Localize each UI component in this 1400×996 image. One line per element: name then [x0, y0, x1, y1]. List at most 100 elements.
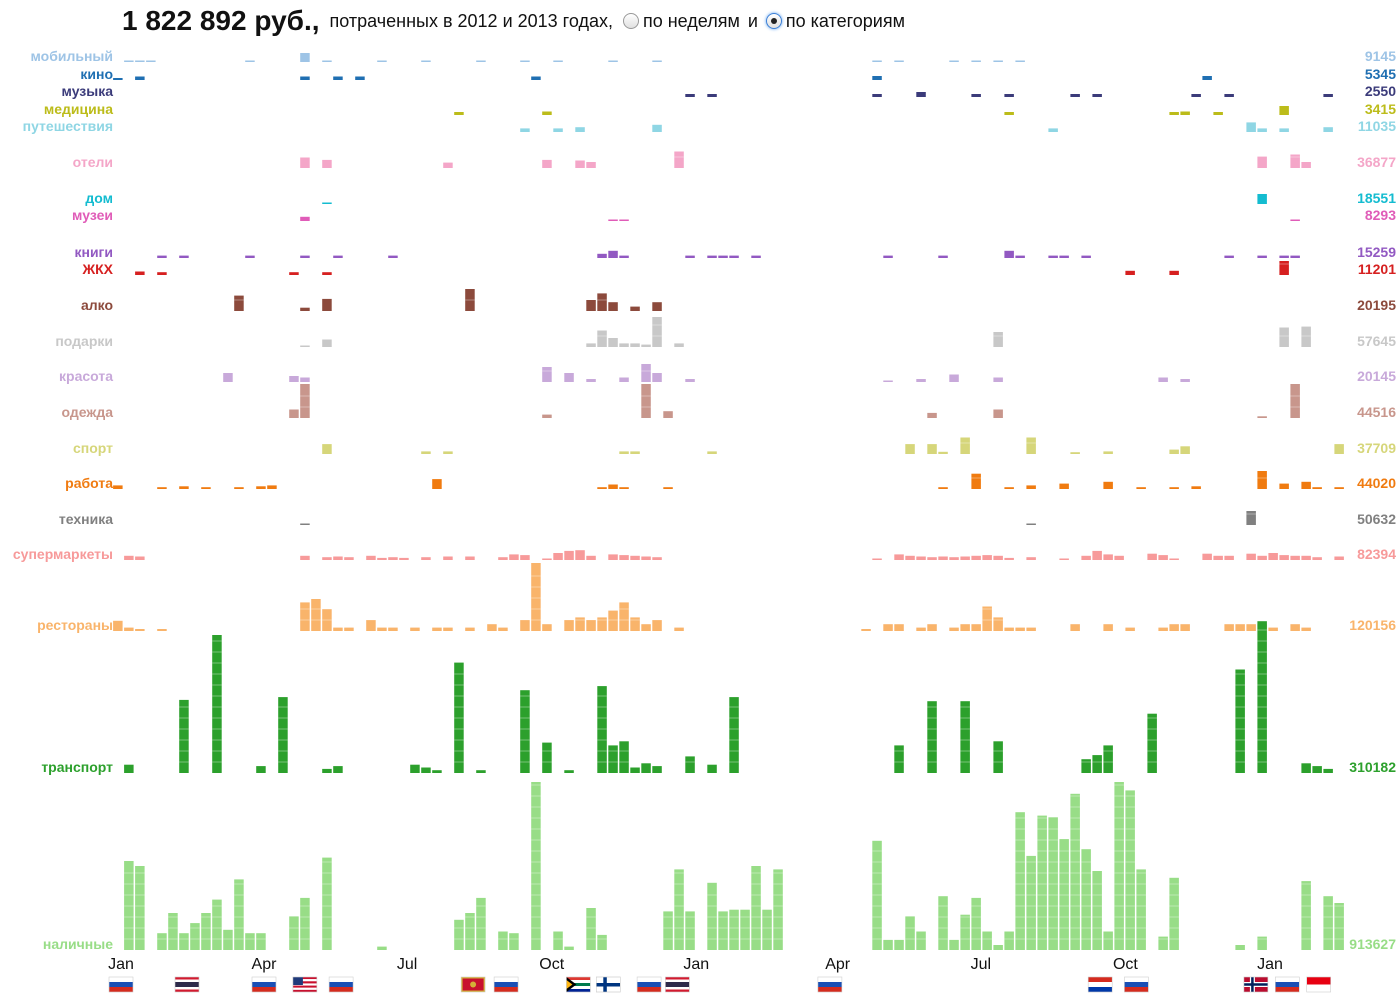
week-bar[interactable] [1279, 327, 1289, 348]
week-bar[interactable] [201, 913, 211, 950]
week-bar[interactable] [949, 60, 959, 63]
week-bar[interactable] [322, 444, 332, 454]
week-bar[interactable] [1037, 815, 1047, 950]
week-bar[interactable] [1026, 855, 1036, 950]
week-bar[interactable] [377, 60, 387, 63]
week-bar[interactable] [608, 302, 618, 311]
week-bar[interactable] [564, 770, 574, 773]
week-bar[interactable] [1246, 511, 1256, 525]
week-bar[interactable] [465, 556, 475, 561]
week-bar[interactable] [883, 255, 893, 258]
week-bar[interactable] [894, 60, 904, 63]
week-bar[interactable] [256, 486, 266, 489]
week-bar[interactable] [388, 627, 398, 631]
week-bar[interactable] [1290, 384, 1300, 418]
week-bar[interactable] [454, 662, 464, 773]
week-bar[interactable] [333, 76, 343, 81]
week-bar[interactable] [1158, 936, 1168, 950]
week-bar[interactable] [597, 293, 607, 311]
category-label[interactable]: техника [59, 511, 113, 527]
week-bar[interactable] [300, 53, 310, 62]
week-bar[interactable] [1301, 627, 1311, 631]
category-label[interactable]: рестораны [37, 617, 113, 633]
week-bar[interactable] [1290, 154, 1300, 169]
week-bar[interactable] [135, 76, 145, 81]
week-bar[interactable] [586, 555, 596, 560]
week-bar[interactable] [498, 557, 508, 560]
week-bar[interactable] [575, 617, 585, 631]
week-bar[interactable] [1070, 624, 1080, 631]
week-bar[interactable] [333, 766, 343, 773]
week-bar[interactable] [982, 931, 992, 951]
week-bar[interactable] [641, 763, 651, 773]
week-bar[interactable] [366, 620, 376, 631]
week-bar[interactable] [1059, 255, 1069, 258]
category-label[interactable]: путешествия [23, 118, 113, 134]
week-bar[interactable] [729, 697, 739, 773]
week-bar[interactable] [1070, 94, 1080, 97]
week-bar[interactable] [597, 487, 607, 489]
week-bar[interactable] [1279, 106, 1289, 115]
week-bar[interactable] [520, 620, 530, 631]
week-bar[interactable] [597, 934, 607, 950]
week-bar[interactable] [465, 913, 475, 950]
week-bar[interactable] [685, 756, 695, 773]
week-bar[interactable] [927, 557, 937, 560]
week-bar[interactable] [421, 451, 431, 454]
week-bar[interactable] [872, 840, 882, 950]
week-bar[interactable] [1169, 112, 1179, 115]
week-bar[interactable] [630, 343, 640, 347]
week-bar[interactable] [718, 911, 728, 950]
week-bar[interactable] [1004, 487, 1014, 489]
week-bar[interactable] [630, 306, 640, 311]
week-bar[interactable] [674, 151, 684, 169]
week-bar[interactable] [432, 770, 442, 773]
week-bar[interactable] [234, 879, 244, 950]
week-bar[interactable] [300, 377, 310, 383]
week-bar[interactable] [641, 344, 651, 347]
week-bar[interactable] [157, 629, 167, 631]
week-bar[interactable] [619, 377, 629, 383]
week-bar[interactable] [1224, 624, 1234, 631]
week-bar[interactable] [971, 60, 981, 63]
week-bar[interactable] [300, 523, 310, 526]
week-bar[interactable] [498, 627, 508, 631]
week-bar[interactable] [1257, 128, 1267, 132]
week-bar[interactable] [1224, 255, 1234, 258]
week-bar[interactable] [1301, 326, 1311, 347]
week-bar[interactable] [476, 770, 486, 773]
week-bar[interactable] [1257, 416, 1267, 418]
week-bar[interactable] [542, 111, 552, 116]
week-bar[interactable] [1125, 790, 1135, 950]
week-bar[interactable] [1202, 76, 1212, 80]
week-bar[interactable] [916, 931, 926, 951]
week-bar[interactable] [982, 555, 992, 560]
week-bar[interactable] [619, 219, 629, 222]
week-bar[interactable] [608, 610, 618, 631]
week-bar[interactable] [685, 255, 695, 258]
week-bar[interactable] [1334, 903, 1344, 950]
week-bar[interactable] [531, 563, 541, 631]
week-bar[interactable] [1323, 768, 1333, 773]
week-bar[interactable] [135, 556, 145, 561]
week-bar[interactable] [1015, 60, 1025, 63]
week-bar[interactable] [498, 931, 508, 951]
week-bar[interactable] [982, 606, 992, 632]
week-bar[interactable] [608, 484, 618, 490]
week-bar[interactable] [179, 699, 189, 773]
week-bar[interactable] [1026, 437, 1036, 455]
week-bar[interactable] [938, 896, 948, 950]
week-bar[interactable] [410, 764, 420, 773]
week-bar[interactable] [542, 414, 552, 418]
week-bar[interactable] [960, 914, 970, 950]
week-bar[interactable] [256, 766, 266, 773]
week-bar[interactable] [1323, 94, 1333, 97]
category-label[interactable]: работа [65, 475, 113, 491]
week-bar[interactable] [465, 289, 475, 311]
week-bar[interactable] [289, 409, 299, 419]
week-bar[interactable] [949, 939, 959, 950]
week-bar[interactable] [1334, 487, 1344, 489]
week-bar[interactable] [564, 373, 574, 382]
week-bar[interactable] [520, 555, 530, 560]
week-bar[interactable] [124, 555, 134, 560]
